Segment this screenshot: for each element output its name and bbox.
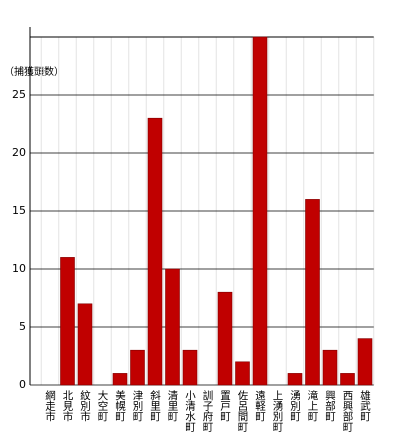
bar: [217, 291, 233, 386]
x-tick-label: 興部町: [324, 390, 336, 422]
y-tick-label: 20: [12, 146, 26, 159]
bar: [182, 349, 198, 386]
bar: [287, 373, 303, 386]
bar: [130, 349, 145, 386]
bar: [60, 257, 75, 386]
y-tick-label: 10: [12, 262, 26, 275]
bar: [252, 36, 268, 386]
x-tick-label: 湧別町: [289, 390, 301, 422]
y-tick-label: 0: [19, 378, 26, 391]
y-axis-label: （捕獲頭数）: [4, 65, 64, 78]
x-tick-label: 斜里町: [149, 389, 161, 421]
x-tick-label: 清里町: [167, 389, 179, 421]
bar: [322, 349, 338, 386]
x-tick-label: 美幌町: [114, 389, 126, 421]
x-tick-label: 置戸町: [219, 390, 231, 422]
x-tick-label: 小清水町: [184, 390, 196, 432]
y-tick-label: 25: [12, 88, 26, 101]
bar: [147, 117, 163, 386]
bar: [235, 361, 250, 386]
x-tick-label: 雄武町: [359, 389, 371, 421]
x-tick-label: 遠軽町: [254, 389, 266, 421]
bar: [305, 199, 320, 386]
bar: [77, 303, 93, 386]
x-tick-label: 滝上町: [307, 390, 319, 422]
y-tick-label: 5: [19, 320, 26, 333]
bar: [112, 373, 128, 386]
x-tick-label: 上湧別町: [272, 390, 284, 432]
bar: [357, 338, 373, 386]
x-tick-label: 佐呂間町: [237, 389, 249, 432]
x-tick-label: 訓子府町: [202, 389, 214, 432]
x-tick-label: 北見市: [62, 390, 74, 422]
bar: [340, 373, 355, 386]
y-tick-label: 15: [12, 204, 26, 217]
x-tick-label: 津別町: [132, 390, 144, 422]
x-tick-label: 紋別市: [79, 389, 91, 422]
x-tick-label: 大空町: [97, 389, 109, 421]
x-tick-label: 西興部町: [342, 390, 354, 432]
bar: [165, 268, 180, 386]
x-tick-label: 網走市: [44, 389, 56, 422]
